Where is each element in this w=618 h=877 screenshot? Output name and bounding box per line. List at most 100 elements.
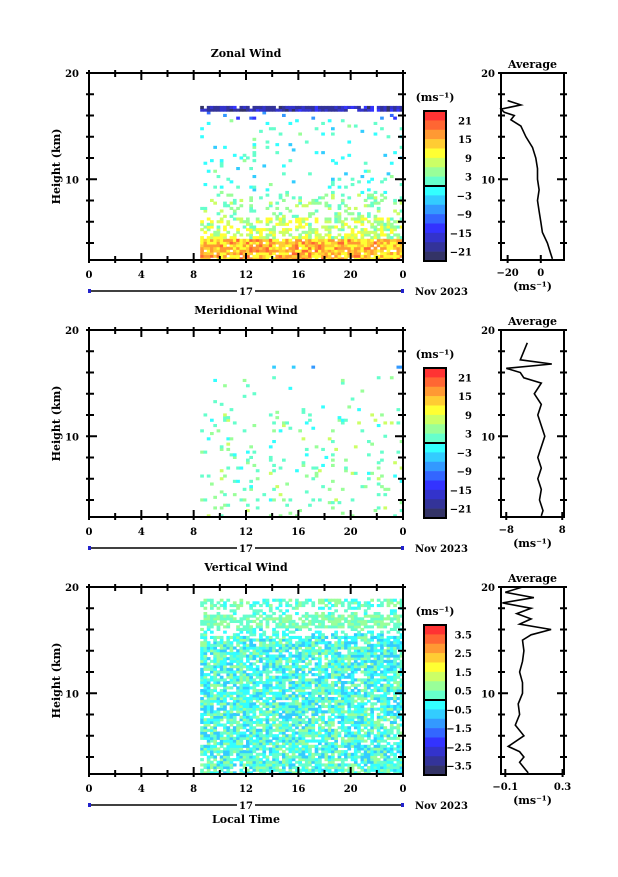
heatmap-cell [272, 662, 276, 666]
heatmap-cell [353, 241, 358, 245]
heatmap-cell [386, 246, 391, 250]
heatmap-cell [298, 742, 302, 746]
heatmap-cell [337, 625, 342, 629]
heatmap-cell [386, 691, 391, 695]
heatmap-cell [370, 651, 374, 655]
heatmap-cell [373, 768, 378, 772]
heatmap-cell [376, 622, 381, 626]
heatmap-cell [367, 694, 371, 698]
heatmap-cell [321, 739, 325, 743]
heatmap-cell [265, 604, 270, 608]
heatmap-cell [210, 659, 214, 663]
heatmap-cell [367, 257, 371, 261]
heatmap-cell [353, 659, 358, 663]
heatmap-cell [219, 766, 224, 770]
heatmap-cell [285, 736, 289, 740]
heatmap-cell [265, 646, 270, 650]
heatmap-cell [252, 151, 257, 155]
heatmap-cell [318, 238, 322, 242]
heatmap-cell [203, 657, 208, 661]
heatmap-cell [206, 236, 211, 240]
heatmap-cell [272, 228, 276, 232]
heatmap-cell [308, 726, 312, 730]
heatmap-cell [285, 206, 289, 210]
heatmap-cell [396, 673, 401, 677]
heatmap-cell [298, 198, 302, 202]
heatmap-cell [393, 768, 397, 772]
colorbar-swatch [424, 111, 446, 121]
heatmap-cell [203, 654, 208, 658]
heatmap-cell [311, 728, 316, 732]
heatmap-cell [331, 697, 335, 701]
heatmap-cell [288, 744, 293, 748]
heatmap-cell [223, 241, 227, 245]
heatmap-cell [370, 763, 374, 767]
heatmap-cell [386, 643, 391, 647]
heatmap-cell [347, 249, 352, 253]
heatmap-cell [226, 646, 231, 650]
heatmap-cell [249, 228, 253, 232]
heatmap-cell [383, 728, 388, 732]
heatmap-cell [389, 763, 394, 767]
heatmap-cell [367, 471, 371, 475]
heatmap-cell [295, 204, 299, 208]
heatmap-cell [318, 691, 322, 695]
heatmap-cell [386, 487, 391, 491]
heatmap-cell [304, 638, 309, 642]
heatmap-cell [321, 612, 325, 616]
heatmap-cell [311, 691, 316, 695]
heatmap-cell [367, 625, 371, 629]
heatmap-cell [373, 763, 378, 767]
heatmap-cell [223, 662, 227, 666]
heatmap-cell [229, 742, 234, 746]
heatmap-cell [210, 752, 214, 756]
heatmap-cell [314, 683, 319, 687]
heatmap-cell [219, 697, 224, 701]
heatmap-cell [357, 252, 361, 256]
heatmap-cell [344, 217, 348, 221]
heatmap-cell [321, 598, 325, 602]
heatmap-cell [252, 228, 257, 232]
heatmap-cell [337, 665, 342, 669]
heatmap-cell [298, 638, 302, 642]
heatmap-cell [311, 657, 316, 661]
heatmap-cell [353, 627, 358, 631]
heatmap-cell [321, 447, 325, 451]
heatmap-cell [210, 241, 214, 245]
heatmap-cell [206, 614, 211, 618]
heatmap-cell [318, 469, 322, 473]
heatmap-cell [301, 707, 306, 711]
heatmap-cell [203, 662, 208, 666]
heatmap-cell [216, 707, 221, 711]
heatmap-cell [314, 707, 319, 711]
heatmap-cell [396, 766, 401, 770]
heatmap-cell [331, 619, 335, 623]
heatmap-cell [242, 766, 247, 770]
heatmap-cell [308, 254, 312, 258]
heatmap-cell [216, 601, 221, 605]
heatmap-cell [282, 657, 286, 661]
heatmap-cell [353, 105, 358, 109]
heatmap-cell [246, 771, 250, 775]
heatmap-cell [360, 190, 365, 194]
heatmap-cell [265, 651, 270, 655]
heatmap-cell [376, 643, 381, 647]
heatmap-cell [383, 760, 388, 764]
heatmap-cell [383, 654, 388, 658]
heatmap-cell [353, 739, 358, 743]
heatmap-cell [226, 736, 231, 740]
heatmap-cell [206, 739, 211, 743]
heatmap-cell [285, 747, 289, 751]
heatmap-cell [226, 418, 231, 422]
heatmap-cell [288, 710, 293, 714]
average-x-tick-label: −8 [499, 525, 514, 536]
heatmap-cell [232, 252, 237, 256]
heatmap-cell [301, 710, 306, 714]
heatmap-cell [200, 752, 204, 756]
heatmap-cell [288, 686, 293, 690]
heatmap-cell [353, 734, 358, 738]
heatmap-cell [206, 702, 211, 706]
heatmap-cell [232, 720, 237, 724]
heatmap-cell [272, 768, 276, 772]
heatmap-cell [255, 609, 260, 613]
